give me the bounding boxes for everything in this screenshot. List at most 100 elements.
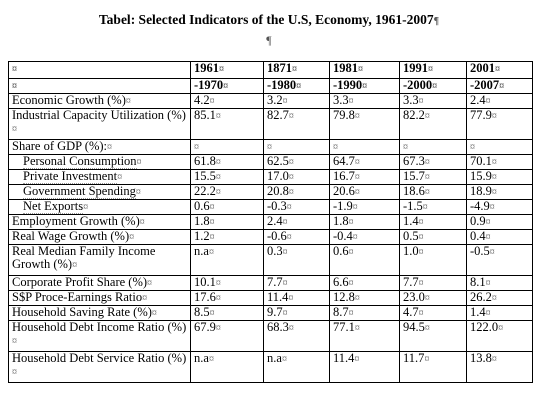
cell-end-mark: ¤ <box>215 111 221 122</box>
cell-end-mark: ¤ <box>194 142 199 153</box>
value-cell: 16.7¤ <box>329 169 400 185</box>
table-row: Real Median Family Income Growth (%)¤ n.a… <box>8 244 533 276</box>
value-cell-text: 0.9 <box>470 214 486 228</box>
value-cell: ¤ <box>263 139 330 155</box>
value-cell: 70.1¤ <box>466 154 533 170</box>
value-cell: 1.4¤ <box>466 305 533 321</box>
value-cell: -0.6¤ <box>263 229 330 245</box>
cell-end-mark: ¤ <box>489 202 495 213</box>
cell-end-mark: ¤ <box>12 64 17 75</box>
value-cell: 67.3¤ <box>399 154 467 170</box>
cell-end-mark: ¤ <box>352 202 358 213</box>
value-cell-text: 122.0 <box>470 320 499 334</box>
value-cell-text: 15.5 <box>194 169 216 183</box>
cell-end-mark: ¤ <box>281 354 287 365</box>
value-cell: n.a¤ <box>190 244 264 276</box>
cell-end-mark: ¤ <box>147 278 153 289</box>
cell-end-mark: ¤ <box>418 247 424 258</box>
value-cell-text: 3.2 <box>267 93 283 107</box>
table-row: Real Wage Growth (%)¤ 1.2¤ -0.6¤ -0.4¤ 0.5¤ 0… <box>8 229 533 245</box>
value-cell: 12.8¤ <box>329 290 400 306</box>
cell-end-mark: ¤ <box>485 308 491 319</box>
value-cell-text: 15.9 <box>470 169 492 183</box>
cell-end-mark: ¤ <box>136 157 142 168</box>
value-cell: 4.7¤ <box>399 305 467 321</box>
value-cell-text: 1.8 <box>333 214 349 228</box>
cell-end-mark: ¤ <box>354 323 360 334</box>
value-cell-text: 64.7 <box>333 154 355 168</box>
value-cell: 61.8¤ <box>190 154 264 170</box>
value-cell-text: 9.7 <box>267 305 283 319</box>
value-cell: ¤ <box>190 139 264 155</box>
cell-end-mark: ¤ <box>354 354 360 365</box>
value-cell-text: 82.7 <box>267 108 289 122</box>
cell-end-mark: ¤ <box>209 217 215 228</box>
indicator-label: Corporate Profit Share (%)¤ <box>8 275 191 291</box>
value-cell-text: 1.2 <box>194 229 210 243</box>
value-cell-text: 17.6 <box>194 290 216 304</box>
pilcrow-mark: ¶ <box>433 16 440 27</box>
period-header-cell-text: -1970 <box>194 78 224 92</box>
period-header-cell: 2001¤ <box>466 61 533 79</box>
value-cell: ¤ <box>466 139 533 155</box>
value-cell-text: 85.1 <box>194 108 216 122</box>
header-label-cell: ¤ <box>8 61 191 79</box>
cell-end-mark: ¤ <box>485 96 491 107</box>
indicator-label-text: Household Saving Rate (%) <box>12 305 152 319</box>
cell-end-mark: ¤ <box>485 217 491 228</box>
indicator-label: Government Spending¤ <box>8 184 191 200</box>
value-cell: 64.7¤ <box>329 154 400 170</box>
cell-end-mark: ¤ <box>403 142 408 153</box>
header-label-cell: ¤ <box>8 78 191 94</box>
cell-end-mark: ¤ <box>288 172 294 183</box>
cell-end-mark: ¤ <box>348 96 354 107</box>
value-cell-text: 8.5 <box>194 305 210 319</box>
value-cell: 0.5¤ <box>399 229 467 245</box>
cell-end-mark: ¤ <box>215 187 221 198</box>
cell-end-mark: ¤ <box>208 247 214 258</box>
value-cell-text: 4.7 <box>403 305 419 319</box>
cell-end-mark: ¤ <box>348 308 354 319</box>
value-cell-text: 23.0 <box>403 290 425 304</box>
indicator-label-text: Real Wage Growth (%) <box>12 229 130 243</box>
period-header-cell-text: 1961 <box>194 61 219 75</box>
cell-end-mark: ¤ <box>362 81 368 92</box>
cell-end-mark: ¤ <box>498 323 504 334</box>
cell-end-mark: ¤ <box>418 217 424 228</box>
cell-end-mark: ¤ <box>107 142 113 153</box>
cell-end-mark: ¤ <box>485 232 491 243</box>
cell-end-mark: ¤ <box>129 232 135 243</box>
value-cell: 0.6¤ <box>329 244 400 276</box>
cell-end-mark: ¤ <box>333 142 338 153</box>
value-cell-text: 18.9 <box>470 184 492 198</box>
value-cell-text: 3.3 <box>333 93 349 107</box>
indicator-label-text: Corporate Profit Share (%) <box>12 275 148 289</box>
value-cell: 6.6¤ <box>329 275 400 291</box>
indicator-label-text: Net Exports <box>23 199 84 214</box>
value-cell-text: 2.4 <box>267 214 283 228</box>
value-cell: 3.3¤ <box>399 93 467 109</box>
indicator-label: Real Wage Growth (%)¤ <box>8 229 191 245</box>
cell-end-mark: ¤ <box>428 64 433 75</box>
empty-paragraph-mark: ¶ <box>266 33 272 47</box>
period-header-cell: -1980¤ <box>263 78 330 94</box>
value-cell: 3.2¤ <box>263 93 330 109</box>
table-row: Government Spending¤ 22.2¤ 20.8¤ 20.6¤ 18.6¤… <box>8 184 533 200</box>
cell-end-mark: ¤ <box>424 323 430 334</box>
value-cell: 122.0¤ <box>466 320 533 352</box>
cell-end-mark: ¤ <box>209 96 215 107</box>
value-cell-text: 0.4 <box>470 229 486 243</box>
value-cell-text: 2.4 <box>470 93 486 107</box>
table-row: Share of GDP (%):¤ ¤ ¤ ¤ ¤ ¤ <box>8 139 533 155</box>
period-header-cell: -1990¤ <box>329 78 400 94</box>
value-cell-text: 67.3 <box>403 154 425 168</box>
period-header-cell: -2000¤ <box>399 78 467 94</box>
value-cell: 82.7¤ <box>263 108 330 140</box>
cell-end-mark: ¤ <box>424 354 430 365</box>
value-cell-text: 1.8 <box>194 214 210 228</box>
indicators-table: ¤ 1961¤ 1871¤ 1981¤ 1991¤ 2001¤ ¤ -1970¤ -1980¤ -… <box>8 61 533 383</box>
cell-end-mark: ¤ <box>288 323 294 334</box>
value-cell-text: 82.2 <box>403 108 425 122</box>
value-cell-text: 0.6 <box>194 199 210 213</box>
value-cell: 22.2¤ <box>190 184 264 200</box>
